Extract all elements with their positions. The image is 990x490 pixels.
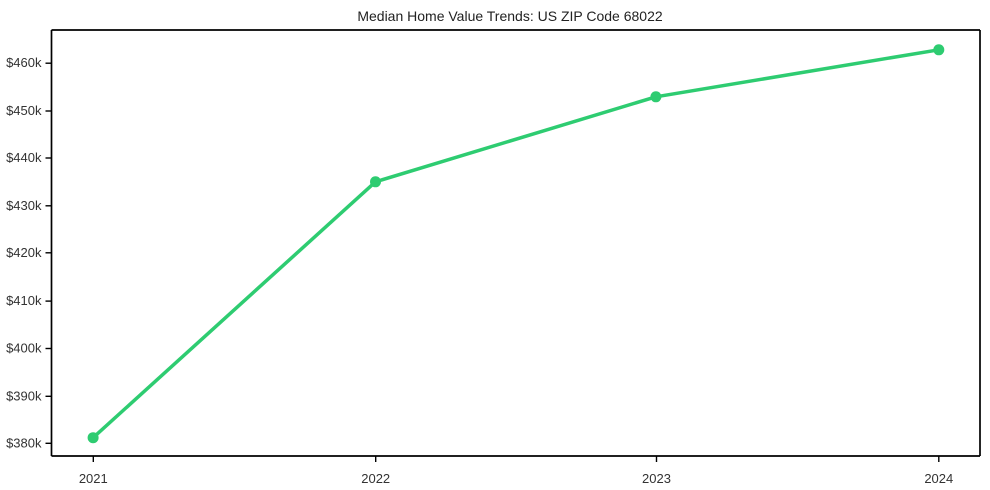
svg-text:$440k: $440k <box>6 150 42 165</box>
svg-text:$410k: $410k <box>6 293 42 308</box>
svg-text:2023: 2023 <box>642 471 671 486</box>
svg-text:$430k: $430k <box>6 198 42 213</box>
svg-text:2024: 2024 <box>924 471 953 486</box>
svg-text:$380k: $380k <box>6 435 42 450</box>
svg-text:$400k: $400k <box>6 341 42 356</box>
svg-text:$450k: $450k <box>6 103 42 118</box>
svg-text:2021: 2021 <box>79 471 108 486</box>
svg-text:$390k: $390k <box>6 388 42 403</box>
svg-text:$420k: $420k <box>6 245 42 260</box>
svg-text:$460k: $460k <box>6 55 42 70</box>
svg-text:2022: 2022 <box>361 471 390 486</box>
